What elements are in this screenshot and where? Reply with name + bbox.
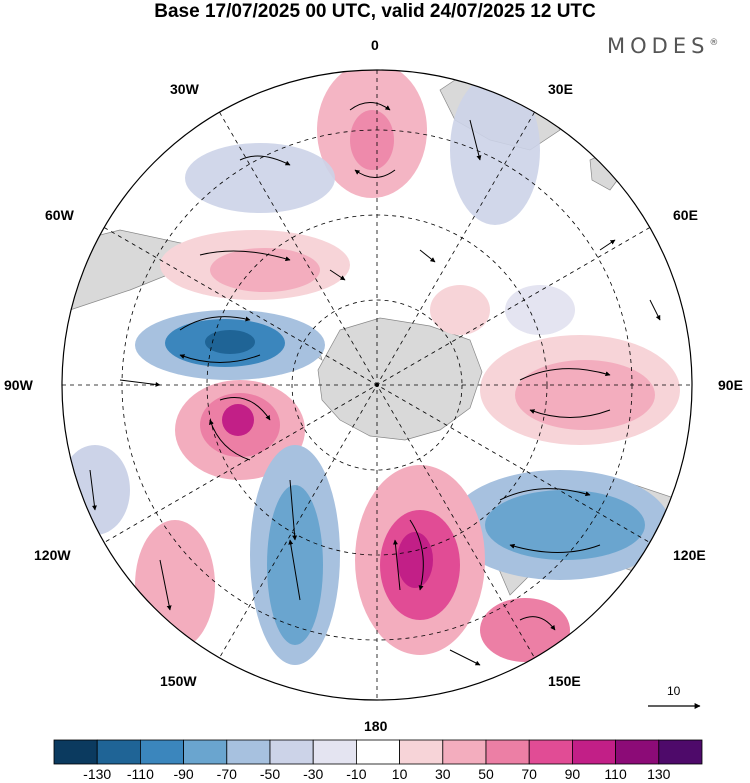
lon-label-120e: 120E	[673, 547, 706, 563]
colorbar-swatch	[269, 739, 314, 765]
colorbar-swatch	[572, 739, 617, 765]
lon-label-60e: 60E	[673, 207, 698, 223]
map-border	[61, 69, 693, 701]
colorbar-tick-label: 30	[435, 766, 451, 782]
colorbar-swatch	[183, 739, 228, 765]
lon-label-90e: 90E	[718, 377, 743, 393]
colorbar-swatch	[96, 739, 141, 765]
colorbar-swatch	[312, 739, 357, 765]
colorbar-tick-label: -50	[259, 766, 281, 782]
lon-label-90w: 90W	[4, 377, 33, 393]
map-title: Base 17/07/2025 00 UTC, valid 24/07/2025…	[154, 1, 596, 22]
colorbar-tick-label: -90	[173, 766, 194, 782]
lon-label-0: 0	[371, 37, 379, 53]
reference-vector-label: 10	[667, 684, 681, 698]
colorbar-tick-label: 90	[564, 766, 581, 782]
colorbar-tick-label: -70	[216, 766, 237, 782]
colorbar-tick-label: 130	[647, 766, 671, 782]
colorbar-swatch	[442, 739, 487, 765]
modes-logo: MODES®	[607, 34, 719, 58]
wind-vectors	[89, 102, 661, 666]
colorbar-tick-label: 50	[478, 766, 494, 782]
lon-label-30e: 30E	[548, 81, 573, 97]
colorbar-tick-label: -110	[126, 766, 154, 782]
colorbar-swatch	[226, 739, 271, 765]
colorbar-swatch	[139, 739, 184, 765]
colorbar-swatch	[528, 739, 573, 765]
colorbar-swatch	[485, 739, 530, 765]
lon-label-150w: 150W	[160, 673, 197, 689]
colorbar-swatch	[53, 739, 98, 765]
colorbar-tick-label: 70	[521, 766, 537, 782]
colorbar-tick-label: -10	[346, 766, 367, 782]
lon-label-150e: 150E	[548, 673, 581, 689]
lon-label-180: 180	[364, 718, 388, 734]
colorbar-tick-label: 110	[604, 766, 627, 782]
colorbar-swatch	[399, 739, 444, 765]
anomaly-field	[62, 70, 680, 665]
colorbar-swatch	[615, 739, 660, 765]
lon-label-60w: 60W	[45, 207, 74, 223]
colorbar-swatch	[355, 739, 400, 765]
lon-label-30w: 30W	[170, 81, 199, 97]
colorbar	[53, 739, 703, 765]
colorbar-tick-label: 10	[391, 766, 408, 782]
colorbar-tick-label: -130	[83, 766, 112, 782]
lon-label-120w: 120W	[34, 547, 71, 563]
map-disc	[62, 70, 692, 700]
colorbar-swatch	[658, 739, 703, 765]
colorbar-tick-label: -30	[303, 766, 324, 782]
